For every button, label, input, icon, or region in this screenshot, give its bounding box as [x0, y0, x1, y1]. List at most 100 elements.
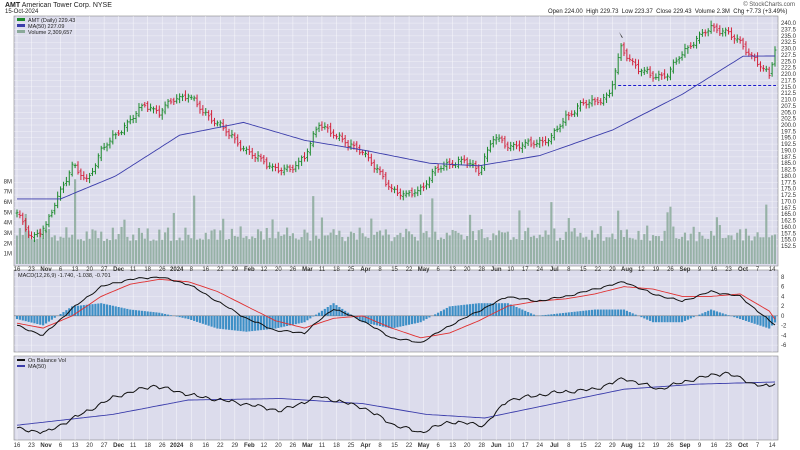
volume-bar — [15, 235, 19, 264]
macd-histogram-bar — [468, 304, 472, 316]
price-bar — [459, 156, 463, 165]
volume-bar — [416, 240, 419, 264]
volume-bar — [207, 239, 210, 264]
volume-bar — [431, 198, 434, 264]
volume-bar — [344, 241, 347, 264]
x-tick-label: Dec — [113, 267, 125, 273]
price-bar — [303, 152, 307, 162]
macd-histogram-bar — [689, 315, 692, 319]
price-bar — [140, 103, 144, 112]
price-bar — [361, 149, 365, 156]
macd-histogram-bar — [129, 309, 132, 316]
price-tick-label: 205.0 — [781, 110, 797, 116]
price-bar — [700, 28, 704, 37]
price-bar — [233, 132, 237, 144]
volume-bar — [471, 231, 475, 264]
price-bar — [654, 73, 658, 80]
macd-histogram-bar — [611, 309, 614, 316]
volume-bar — [181, 240, 184, 264]
price-bar — [393, 186, 397, 194]
macd-histogram-bar — [463, 304, 466, 316]
volume-bar — [193, 195, 196, 264]
macd-histogram-bar — [18, 315, 21, 320]
x-tick-label: Dec — [113, 443, 125, 449]
macd-histogram-bar — [672, 315, 675, 323]
x-tick-label: 2024 — [170, 267, 184, 273]
x-tick-label: 9 — [698, 267, 702, 273]
legend-ma50-swatch — [17, 24, 25, 27]
x-tick-label: 22 — [217, 267, 224, 273]
macd-histogram-bar — [79, 305, 82, 316]
volume-bar — [593, 237, 597, 264]
volume-bar — [579, 232, 582, 264]
x-tick-label: Jul — [550, 267, 559, 273]
volume-bar — [259, 231, 263, 264]
x-tick-label: May — [418, 443, 430, 449]
price-bar — [419, 184, 423, 196]
volume-bar — [410, 234, 414, 264]
price-bar — [485, 146, 489, 163]
price-bar — [773, 46, 777, 67]
macd-histogram-bar — [259, 315, 263, 331]
price-bar — [221, 118, 225, 131]
price-bar — [61, 181, 65, 194]
volume-bar — [111, 227, 114, 264]
volume-bar — [771, 235, 774, 264]
price-bar — [750, 52, 754, 60]
price-tick-label: 237.5 — [781, 27, 797, 33]
macd-histogram-bar — [756, 315, 759, 325]
macd-histogram-bar — [471, 303, 475, 316]
price-bar — [88, 172, 92, 184]
macd-histogram-bar — [195, 315, 199, 322]
volume-bar — [143, 238, 146, 264]
price-bar — [561, 117, 565, 129]
price-bar — [587, 99, 591, 109]
volume-bar — [425, 231, 428, 264]
price-bar — [692, 41, 696, 49]
volume-bar — [378, 230, 382, 264]
x-tick-label: 8 — [378, 267, 382, 273]
macd-histogram-bar — [271, 315, 274, 329]
price-bar — [718, 25, 722, 36]
x-tick-label: 8 — [378, 443, 382, 449]
macd-histogram-bar — [210, 315, 213, 327]
close-value: 229.43 — [673, 9, 692, 15]
volume-bar — [619, 230, 623, 264]
price-tick-label: 227.5 — [781, 53, 797, 59]
legend-ma50-label: MA(50) 227.09 — [28, 24, 64, 30]
volume-bar — [480, 229, 483, 264]
volume-bar — [654, 236, 658, 264]
macd-histogram-bar — [21, 315, 24, 321]
price-bar — [764, 65, 768, 72]
price-bar — [395, 184, 399, 197]
price-bar — [427, 176, 431, 189]
x-tick-label: 25 — [348, 443, 355, 449]
price-bar — [56, 191, 60, 209]
volume-bar — [117, 233, 120, 264]
price-bar — [474, 160, 478, 173]
price-bar — [244, 146, 248, 155]
price-bar — [276, 162, 280, 174]
price-bar — [323, 122, 327, 130]
x-tick-label: 11 — [319, 443, 326, 449]
price-bar — [79, 168, 83, 181]
macd-histogram-bar — [373, 315, 376, 325]
volume-bar — [637, 230, 640, 264]
price-bar — [680, 51, 684, 61]
x-tick-label: 11 — [130, 443, 137, 449]
macd-histogram-bar — [593, 309, 597, 316]
volume-bar — [71, 234, 74, 264]
macd-histogram-bar — [227, 315, 231, 330]
price-bar — [18, 210, 22, 219]
volume-bar — [474, 240, 477, 264]
volume-bar — [317, 238, 321, 264]
macd-tick-label: -2 — [781, 324, 787, 330]
volume-bar — [611, 233, 614, 264]
x-tick-label: 8 — [567, 267, 571, 273]
x-tick-label: 14 — [769, 267, 776, 273]
macd-histogram-bar — [524, 310, 527, 316]
macd-tick-label: -6 — [781, 343, 787, 349]
price-bar — [506, 141, 510, 151]
price-bar — [253, 152, 257, 162]
macd-histogram-bar — [105, 304, 109, 316]
